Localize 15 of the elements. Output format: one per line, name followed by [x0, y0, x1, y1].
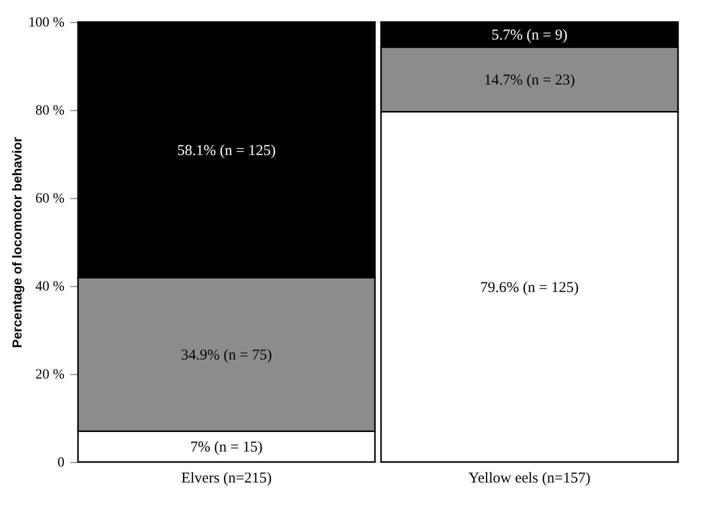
data-label: 7% (n = 15) — [190, 440, 263, 456]
y-tick-label: 60 % — [35, 192, 65, 206]
y-tick-label: 40 % — [35, 280, 65, 294]
y-tick-label: 20 % — [35, 368, 65, 382]
y-tick-label: 0 — [58, 456, 64, 470]
y-tick-label: 80 % — [35, 104, 65, 118]
y-tick-label: 100 % — [28, 16, 65, 30]
data-label: 34.9% (n = 75) — [181, 347, 272, 364]
data-label: 58.1% (n = 125) — [177, 142, 276, 159]
data-label: 79.6% (n = 125) — [480, 280, 579, 296]
x-tick-label: Yellow eels (n=157) — [468, 470, 590, 486]
data-label: 14.7% (n = 23) — [484, 72, 575, 88]
y-axis-title: Percentage of locomotor behavior — [9, 137, 24, 348]
data-label: 5.7% (n = 9) — [492, 28, 568, 44]
x-tick-label: Elvers (n=215) — [181, 470, 272, 486]
